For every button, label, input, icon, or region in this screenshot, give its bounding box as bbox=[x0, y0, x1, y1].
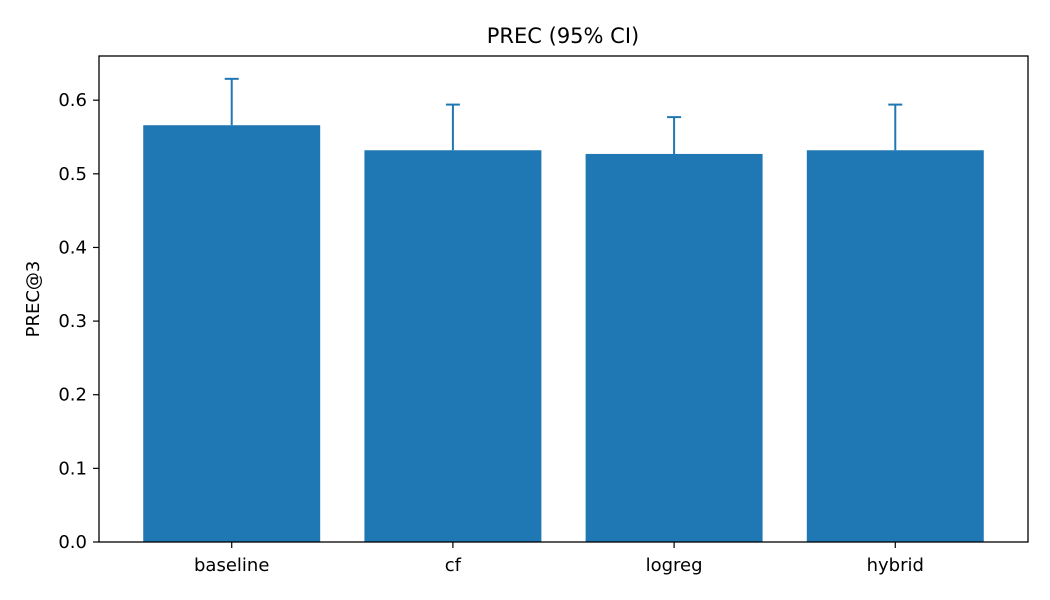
y-tick-label: 0.0 bbox=[58, 532, 87, 553]
bar-logreg bbox=[585, 153, 763, 542]
x-tick-label-baseline: baseline bbox=[194, 555, 269, 576]
bar-hybrid bbox=[806, 150, 984, 542]
y-tick-label: 0.4 bbox=[58, 237, 87, 258]
y-tick-label: 0.3 bbox=[58, 311, 87, 332]
errorbar-logreg bbox=[667, 116, 682, 154]
errorbar-hybrid bbox=[888, 103, 903, 151]
x-tick-label-logreg: logreg bbox=[646, 555, 703, 576]
x-tick-label-hybrid: hybrid bbox=[867, 555, 924, 576]
y-tick-label: 0.2 bbox=[58, 385, 87, 406]
y-tick-label: 0.1 bbox=[58, 458, 87, 479]
y-tick-label: 0.6 bbox=[58, 90, 87, 111]
errorbars-group bbox=[224, 77, 903, 154]
y-tick-label: 0.5 bbox=[58, 164, 87, 185]
y-axis: 0.0 0.1 0.2 0.3 0.4 0.5 0.6 bbox=[58, 90, 99, 553]
x-axis: baseline cf logreg hybrid bbox=[194, 542, 924, 576]
bar-baseline bbox=[143, 125, 321, 542]
x-tick-label-cf: cf bbox=[445, 555, 462, 576]
bars-group bbox=[143, 125, 984, 542]
y-axis-label: PREC@3 bbox=[23, 261, 44, 338]
bar-cf bbox=[364, 150, 542, 542]
errorbar-cf bbox=[445, 103, 460, 151]
chart-title: PREC (95% CI) bbox=[487, 24, 639, 48]
errorbar-baseline bbox=[224, 77, 239, 126]
plot-frame bbox=[98, 55, 1029, 543]
